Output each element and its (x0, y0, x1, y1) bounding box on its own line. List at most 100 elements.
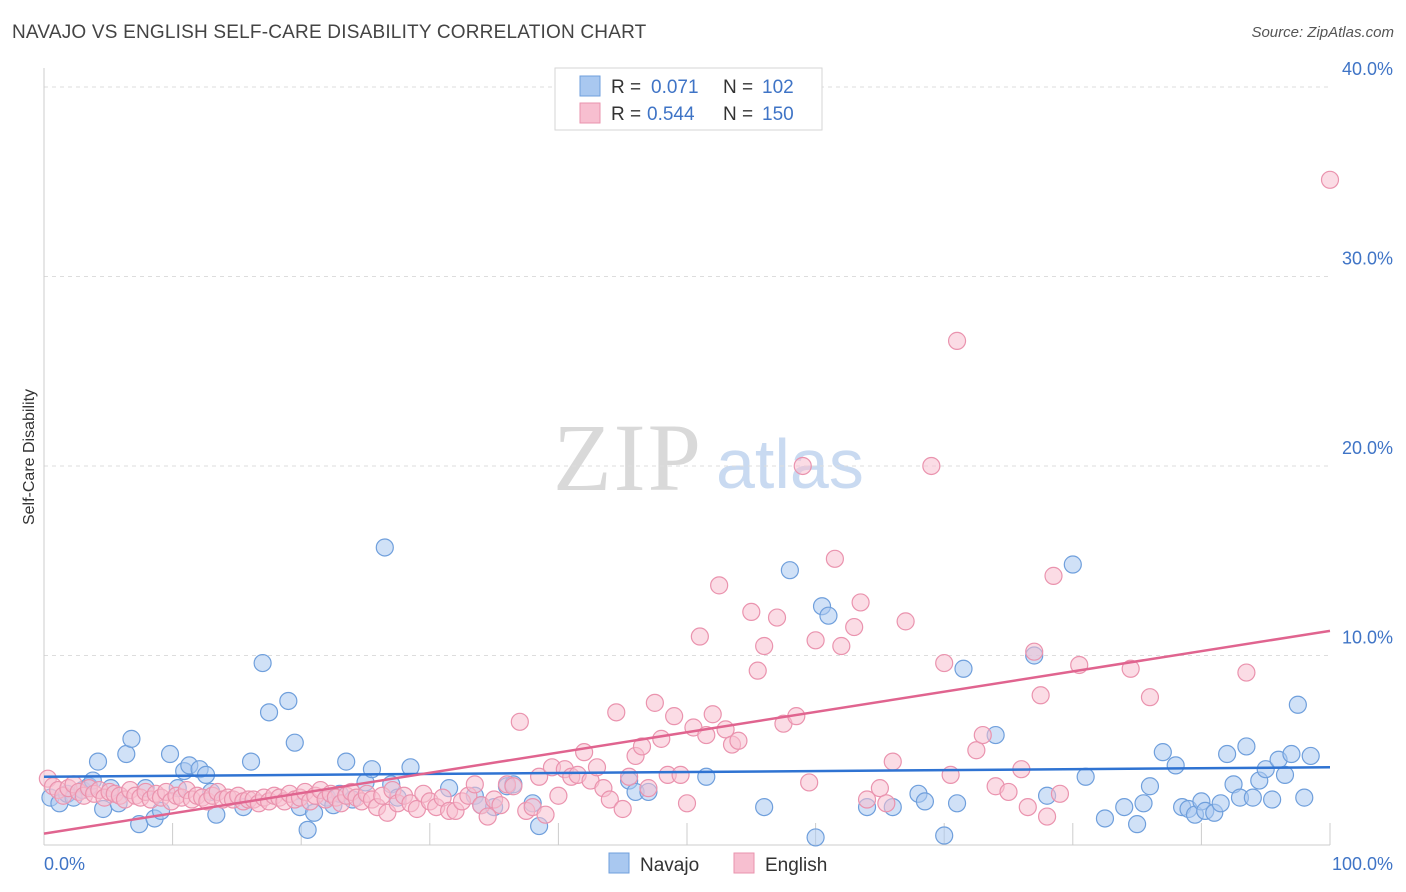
english-point[interactable] (999, 782, 1018, 802)
english-point[interactable] (1140, 688, 1160, 707)
english-point[interactable] (510, 712, 529, 731)
english-point[interactable] (832, 636, 851, 656)
english-point[interactable] (800, 773, 819, 792)
english-point[interactable] (536, 805, 555, 824)
english-point[interactable] (870, 779, 890, 798)
navajo-point[interactable] (915, 792, 935, 811)
navajo-point[interactable] (947, 794, 967, 813)
navajo-point[interactable] (122, 729, 141, 748)
bottom-legend-english-label[interactable]: English (765, 855, 827, 876)
english-point[interactable] (607, 703, 626, 722)
english-point[interactable] (703, 705, 722, 724)
navajo-point[interactable] (780, 561, 799, 580)
english-point[interactable] (806, 631, 825, 650)
navajo-point[interactable] (117, 744, 136, 764)
english-point[interactable] (690, 627, 709, 646)
navajo-point[interactable] (1140, 777, 1160, 796)
english-point[interactable] (465, 775, 484, 794)
navajo-point[interactable] (1288, 695, 1307, 714)
english-point[interactable] (600, 790, 619, 809)
english-point[interactable] (973, 725, 992, 745)
english-point[interactable] (549, 786, 568, 805)
english-point[interactable] (1050, 784, 1070, 803)
english-point[interactable] (883, 752, 902, 771)
english-point[interactable] (1025, 642, 1044, 661)
navajo-point[interactable] (1134, 794, 1153, 813)
navajo-point[interactable] (298, 820, 317, 839)
navajo-point[interactable] (1275, 765, 1295, 784)
navajo-point[interactable] (285, 733, 304, 752)
english-point[interactable] (671, 765, 690, 784)
stats-legend: R = 0.071 N = 102 R = 0.544 N = 150 (554, 67, 823, 131)
english-point[interactable] (639, 779, 658, 798)
english-point[interactable] (793, 456, 812, 476)
english-point[interactable] (767, 608, 787, 627)
english-point[interactable] (504, 777, 523, 796)
english-point[interactable] (491, 796, 510, 815)
english-point[interactable] (947, 331, 967, 350)
navajo-point[interactable] (1153, 743, 1172, 762)
english-point[interactable] (652, 729, 671, 748)
english-point[interactable] (1031, 686, 1050, 705)
navajo-point[interactable] (1256, 760, 1275, 779)
navajo-point[interactable] (1263, 790, 1282, 809)
english-point[interactable] (677, 794, 697, 813)
navajo-point[interactable] (1237, 737, 1256, 756)
navajo-point[interactable] (1211, 794, 1230, 813)
navajo-point[interactable] (1166, 756, 1185, 775)
navajo-point[interactable] (1095, 809, 1115, 828)
english-point[interactable] (632, 737, 652, 756)
navajo-point[interactable] (1076, 767, 1095, 786)
navajo-point[interactable] (954, 659, 973, 678)
english-point[interactable] (1121, 659, 1140, 678)
english-point[interactable] (710, 576, 729, 595)
navajo-point[interactable] (1301, 746, 1320, 766)
navajo-point[interactable] (279, 691, 298, 711)
english-point[interactable] (665, 707, 684, 726)
english-point[interactable] (922, 456, 941, 476)
navajo-point[interactable] (1295, 788, 1314, 807)
english-point[interactable] (851, 593, 870, 612)
navajo-point[interactable] (253, 653, 272, 673)
navajo-point[interactable] (337, 752, 356, 771)
english-point[interactable] (1018, 797, 1037, 817)
english-point[interactable] (645, 693, 664, 712)
bottom-legend-navajo-label[interactable]: Navajo (640, 855, 699, 876)
english-point[interactable] (742, 602, 761, 622)
navajo-point[interactable] (1115, 797, 1134, 817)
english-point[interactable] (575, 743, 594, 762)
english-point[interactable] (877, 794, 896, 813)
english-point[interactable] (729, 731, 748, 750)
english-point[interactable] (857, 790, 877, 809)
navajo-point[interactable] (1282, 744, 1301, 764)
navajo-point[interactable] (1127, 815, 1147, 834)
navajo-point[interactable] (160, 744, 180, 764)
english-point[interactable] (825, 549, 844, 568)
navajo-point[interactable] (88, 752, 108, 771)
english-point[interactable] (967, 741, 986, 760)
bottom-legend-navajo-swatch[interactable] (608, 852, 630, 874)
navajo-point[interactable] (935, 826, 954, 845)
english-point[interactable] (620, 767, 639, 786)
navajo-point[interactable] (1218, 744, 1237, 764)
navajo-point[interactable] (375, 538, 394, 557)
navajo-point[interactable] (806, 828, 825, 847)
english-point[interactable] (748, 661, 767, 680)
english-point[interactable] (613, 799, 632, 819)
english-point[interactable] (1044, 566, 1063, 585)
navajo-point[interactable] (1243, 788, 1262, 807)
english-point[interactable] (935, 653, 954, 673)
navajo-point[interactable] (259, 703, 279, 722)
navajo-point[interactable] (755, 797, 774, 817)
english-point[interactable] (1320, 170, 1340, 189)
english-point[interactable] (755, 636, 774, 656)
navajo-point[interactable] (819, 606, 838, 625)
english-point[interactable] (896, 612, 915, 631)
english-point[interactable] (1237, 663, 1256, 682)
navajo-point[interactable] (1063, 555, 1082, 574)
english-point[interactable] (1037, 807, 1057, 826)
bottom-legend-english-swatch[interactable] (733, 852, 755, 874)
english-point[interactable] (478, 807, 497, 826)
english-point[interactable] (845, 617, 864, 637)
navajo-point[interactable] (241, 752, 261, 771)
